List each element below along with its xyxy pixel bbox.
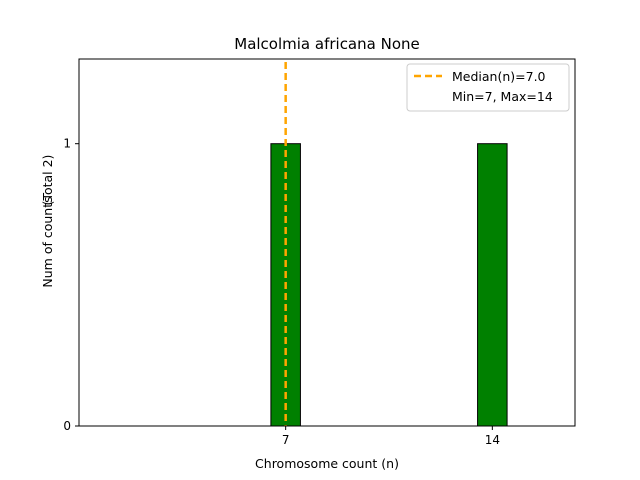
x-tick-label-14: 14 [485, 433, 500, 447]
bars-group [270, 143, 508, 427]
y-tick-label-0: 0 [63, 419, 71, 433]
x-ticks-group: 7 14 [282, 426, 500, 447]
chart-title: Malcolmia africana None [234, 35, 419, 53]
bar-14 [477, 143, 508, 427]
y-ticks-group: 01 [63, 137, 79, 433]
legend-entry-min-max: Min=7, Max=14 [452, 89, 553, 104]
x-tick-label-7: 7 [282, 433, 290, 447]
legend-entry-median: Median(n)=7.0 [452, 69, 546, 84]
y-axis-label: Num of counts [40, 196, 55, 287]
x-axis-label: Chromosome count (n) [255, 456, 399, 471]
legend: Median(n)=7.0 Min=7, Max=14 [406, 63, 570, 112]
y-axis-total-label: (Total 2) [40, 155, 55, 206]
y-tick-label-1: 1 [63, 137, 71, 151]
plot-frame [78, 58, 576, 427]
legend-box [406, 63, 570, 112]
